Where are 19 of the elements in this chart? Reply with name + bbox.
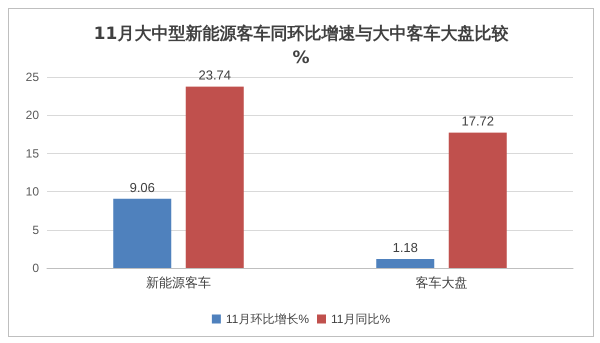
y-tick-label: 0 [32,261,40,275]
data-label: 9.06 [130,180,155,195]
legend-label: 11月环比增长% [226,312,310,326]
data-label: 23.74 [198,68,232,83]
y-tick-label: 10 [26,184,40,199]
chart-title: 11月大中型新能源客车同环比增速与大中客车大盘比较% [94,24,510,68]
y-tick-label: 20 [26,108,40,122]
bar [448,132,507,268]
y-tick-label: 5 [32,222,40,237]
y-tick-label: 15 [26,146,40,160]
x-tick-label: 新能源客车 [146,275,211,290]
x-tick-label: 客车大盘 [416,275,468,290]
bar [113,198,172,268]
bar [186,86,244,268]
data-label: 17.72 [461,114,494,129]
bar [376,258,434,268]
legend-label: 11月同比% [331,312,390,326]
data-label: 1.18 [392,240,418,255]
y-tick-label: 25 [26,70,40,84]
